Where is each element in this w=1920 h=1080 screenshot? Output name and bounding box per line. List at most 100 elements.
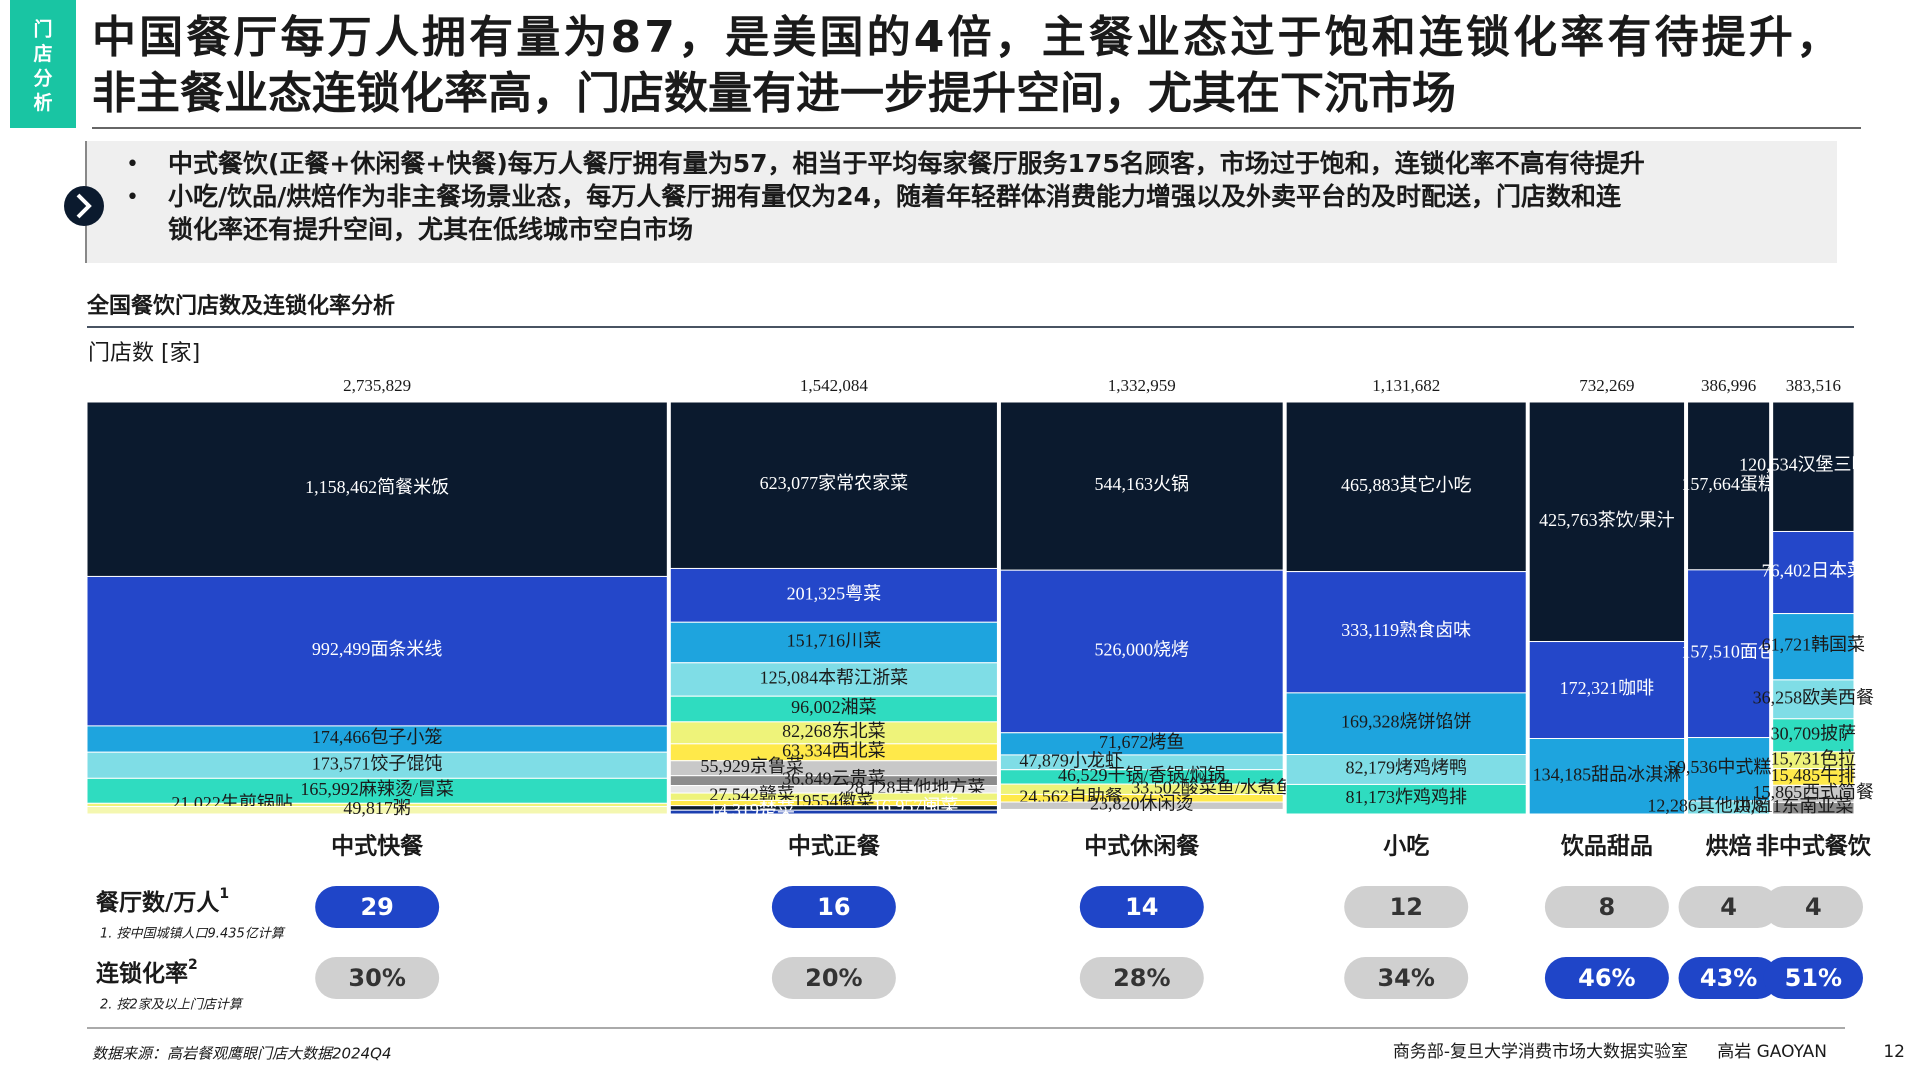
segment-name: 韩国菜: [1811, 635, 1865, 655]
segment: [1687, 401, 1771, 571]
row-label-text: 连锁化率: [96, 960, 188, 987]
metric-pill: [315, 957, 440, 999]
column-total: 2,735,829: [343, 376, 411, 395]
segment: [999, 801, 1284, 810]
tag-char: 分: [33, 68, 52, 90]
row-label-sup: 1: [219, 886, 229, 902]
segment: [1528, 641, 1686, 740]
segment-name: 甜品冰淇淋: [1591, 764, 1681, 784]
metric-value: 4: [1720, 893, 1737, 921]
metric-value: 4: [1805, 893, 1822, 921]
segment-name: 家常农家菜: [818, 473, 908, 493]
segment-value-label: 157,510: [1681, 642, 1740, 662]
segment: [669, 809, 998, 815]
segment-value-label: 201,325: [787, 583, 846, 603]
segment-name: 面条米线: [370, 639, 442, 659]
segment-name: 火锅: [1153, 474, 1189, 494]
column-name: 非中式餐饮: [1756, 833, 1872, 860]
segment-name: 干锅/香锅/焖锅: [1108, 765, 1226, 785]
segment-value-label: 992,499: [312, 639, 371, 659]
segment-value-label: 59,536: [1668, 757, 1718, 777]
tag-char: 店: [33, 42, 52, 65]
segment-name: 酸菜鱼/水煮鱼: [1181, 777, 1294, 797]
segment-name: 咖啡: [1618, 678, 1654, 698]
segment: [1687, 800, 1771, 815]
segment: [86, 751, 668, 779]
segment-name: 本帮江浙菜: [818, 668, 908, 688]
segment-value-label: 15,485: [1771, 765, 1821, 785]
segment: [1772, 613, 1855, 681]
segment-label: 120,534汉堡三明治: [1739, 455, 1888, 475]
segment-label: 15,485牛排: [1771, 765, 1857, 785]
segment-label: 151,716川菜: [787, 631, 882, 651]
segment-label: 526,000烧烤: [1095, 640, 1190, 660]
segment-value-label: 526,000: [1095, 640, 1154, 660]
segment-label: 174,466包子小笼: [312, 727, 443, 747]
column-total: 732,269: [1579, 376, 1634, 395]
segment: [1772, 530, 1855, 615]
row-label-sup: 2: [188, 957, 198, 973]
segment-value-label: 12,286: [1647, 796, 1697, 816]
metric-value: 14: [1125, 893, 1158, 921]
segment-value-label: 55,929: [700, 756, 750, 776]
segment-value-label: 81,173: [1345, 787, 1395, 807]
metric-value: 30%: [348, 964, 405, 992]
segment: [1285, 692, 1527, 756]
segment-label: 30,709披萨: [1771, 723, 1857, 743]
column-name: 中式休闲餐: [1084, 834, 1200, 860]
segment-value-label: 61,721: [1762, 635, 1812, 655]
segment-name: 汉堡三明治: [1798, 455, 1888, 475]
segment-name: 茶饮/果汁: [1598, 510, 1675, 530]
segment-value-label: 623,077: [760, 473, 819, 493]
metric-value: 28%: [1113, 964, 1170, 992]
segment-label: 201,325粤菜: [787, 583, 882, 603]
segment-name: 楚菜: [759, 800, 795, 820]
row-note: 1. 按中国城镇人口9.435亿计算: [100, 927, 286, 942]
segment-value-label: 82,179: [1345, 758, 1395, 778]
segment: [1528, 401, 1686, 643]
segment-label: 15,731色拉: [1771, 748, 1857, 768]
segment-value-label: 15,731: [1771, 748, 1821, 768]
segment: [669, 621, 998, 664]
metric-value: 51%: [1785, 964, 1842, 992]
segment-name: 小龙虾: [1069, 750, 1123, 770]
segment-name: 西北菜: [832, 740, 886, 760]
metric-pill: [1763, 886, 1863, 928]
segment-label: 992,499面条米线: [312, 639, 443, 659]
tag-char: 析: [33, 91, 52, 114]
segment-label: 544,163火锅: [1095, 474, 1190, 494]
segment-value-label: 465,883: [1341, 475, 1400, 495]
bullet-text: 中式餐饮(正餐+休闲餐+快餐)每万人餐厅拥有量为57，相当于平均每家餐厅服务17…: [168, 149, 1645, 178]
segment-name: 简餐米饭: [377, 477, 449, 497]
segment-value-label: 47,879: [1019, 750, 1069, 770]
metric-pill: [315, 886, 440, 928]
segment-value-label: 173,571: [312, 753, 371, 773]
segment-name: 粤菜: [845, 583, 881, 603]
segment: [1285, 754, 1527, 785]
metric-pill: [771, 957, 896, 999]
segment: [669, 662, 998, 697]
segment-label: 82,268东北菜: [782, 721, 886, 741]
segment-label: 63,334西北菜: [782, 740, 886, 760]
row-label: 连锁化率2: [96, 957, 198, 987]
segment-label: 27,542赣菜: [709, 785, 795, 805]
segment-value-label: 1,158,462: [305, 477, 377, 497]
segment-name: 京鲁菜: [750, 756, 804, 776]
segment-label: 333,119熟食卤味: [1341, 620, 1471, 640]
segment-value-label: 120,534: [1739, 455, 1798, 475]
segment-name: 其他地方菜: [895, 777, 985, 797]
metric-value: 16: [817, 893, 850, 921]
segment-value-label: 46,529: [1058, 765, 1108, 785]
segment-value-label: 125,084: [760, 668, 819, 688]
bullet-text: 小吃/饮品/烘焙作为非主餐场景业态，每万人餐厅拥有量仅为24，随着年轻群体消费能…: [168, 182, 1622, 211]
segment-label: 23,820休闲烫: [1090, 794, 1194, 814]
segment: [1285, 783, 1527, 815]
segment-label: 169,328烧饼馅饼: [1341, 712, 1472, 732]
segment-name: 面包: [1740, 642, 1776, 662]
segment-name: 其它小吃: [1399, 475, 1471, 495]
segment: [1772, 801, 1855, 815]
segment-value-label: 333,119: [1341, 620, 1399, 640]
y-axis-label: 门店数 [家]: [88, 341, 200, 366]
segment-name: 欧美西餐: [1802, 687, 1874, 707]
tag-char: 门: [33, 18, 52, 41]
